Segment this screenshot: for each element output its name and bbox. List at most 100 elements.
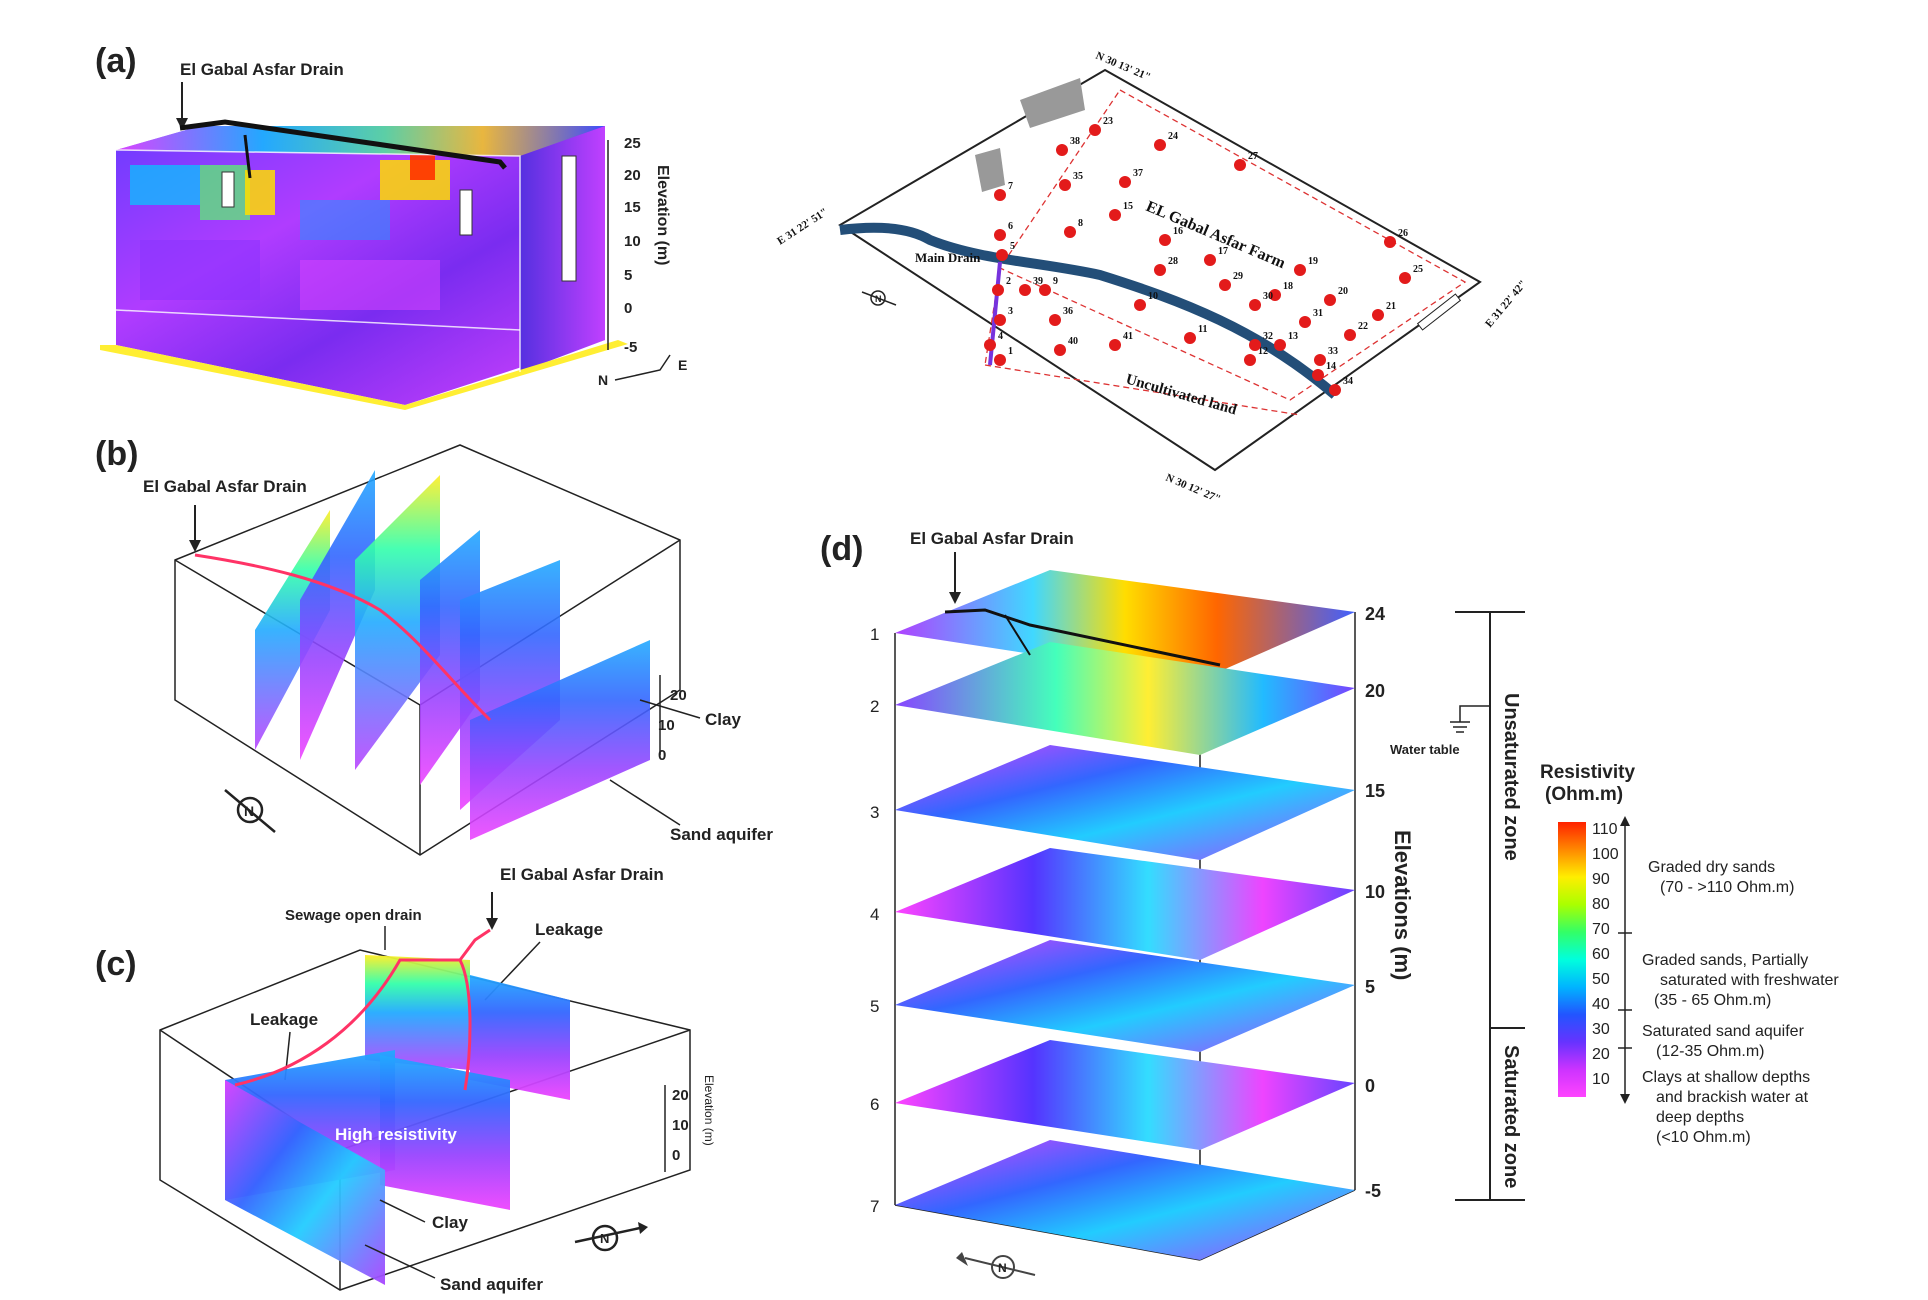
elev-tick: 10: [624, 233, 641, 250]
slice-numbers: 1 2 3 4 5 6 7: [870, 625, 879, 1216]
panel-d: (d) El Gabal Asfar Drain 1 2 3 4 5 6 7: [820, 529, 1525, 1279]
elev-tick: 5: [1365, 977, 1375, 997]
legend-tick: 30: [1592, 1021, 1610, 1038]
panel-b-box: [174, 444, 681, 856]
legend-class-line: Saturated sand aquifer: [1642, 1023, 1805, 1040]
elev-tick: 10: [672, 1117, 689, 1134]
survey-site-label: 10: [1148, 291, 1158, 302]
elev-tick: 0: [1365, 1076, 1375, 1096]
survey-site-label: 4: [998, 331, 1003, 342]
map-survey-sites: 1234567891011121314151617181920212223242…: [984, 116, 1423, 396]
panel-b-clay-label: Clay: [705, 710, 741, 729]
depth-slice-3: [895, 745, 1355, 860]
survey-site-label: 3: [1008, 306, 1013, 317]
resistivity-slice: [470, 640, 650, 840]
slice-number: 7: [870, 1197, 879, 1216]
anomaly-patch: [410, 155, 435, 180]
slice-number: 1: [870, 625, 879, 644]
map-building: [975, 148, 1005, 192]
depth-slice-6: [895, 1040, 1355, 1150]
high-resistivity-label: High resistivity: [335, 1125, 457, 1144]
survey-site-label: 41: [1123, 331, 1133, 342]
panel-c-north-icon: [574, 1226, 641, 1244]
legend-class-line: (<10 Ohm.m): [1656, 1129, 1751, 1146]
panel-b-sand-label: Sand aquifer: [670, 825, 773, 844]
legend-class-line: (70 - >110 Ohm.m): [1660, 879, 1794, 896]
panel-a-label: (a): [95, 42, 137, 80]
leakage-label-1: Leakage: [535, 920, 603, 939]
legend-tick: 70: [1592, 921, 1610, 938]
slice-number: 3: [870, 803, 879, 822]
resistivity-slice: [255, 510, 330, 750]
panel-a-east: E: [678, 357, 687, 373]
resistivity-slice: [365, 955, 470, 1070]
survey-site-label: 33: [1328, 346, 1338, 357]
panel-d-elev-axis-label: Elevations (m): [1390, 830, 1415, 980]
survey-site-dot: [1109, 339, 1121, 351]
panel-b-north-icon: [236, 796, 264, 824]
panel-d-elev-ticks: 24 20 15 10 5 0 -5: [1365, 604, 1385, 1201]
survey-site-dot: [1109, 209, 1121, 221]
survey-site-label: 39: [1033, 276, 1043, 287]
panel-a-north: N: [598, 372, 608, 388]
panel-a-drain-line: [179, 119, 507, 170]
legend-class-line: deep depths: [1656, 1109, 1744, 1126]
elev-tick: 20: [624, 167, 641, 184]
drain-arrowhead-b: [189, 540, 201, 552]
legend-classes: Graded dry sands (70 - >110 Ohm.m) Grade…: [1642, 859, 1839, 1146]
survey-site-label: 25: [1413, 264, 1423, 275]
anomaly-patch: [140, 240, 260, 300]
legend-class-line: Clays at shallow depths: [1642, 1069, 1810, 1086]
survey-site-dot: [1329, 384, 1341, 396]
survey-site-dot: [1019, 284, 1031, 296]
survey-site-label: 35: [1073, 171, 1083, 182]
survey-site-label: 24: [1168, 131, 1178, 142]
slice-number: 4: [870, 905, 879, 924]
elev-tick: 20: [672, 1087, 689, 1104]
survey-site-dot: [994, 354, 1006, 366]
survey-site-label: 6: [1008, 221, 1013, 232]
elev-tick: 20: [1365, 681, 1385, 701]
survey-site-dot: [1184, 332, 1196, 344]
panel-c-north-arrowhead: [638, 1222, 648, 1234]
legend-color-bar: [1558, 822, 1586, 1097]
elev-tick: -5: [1365, 1181, 1381, 1201]
panel-c-drain-line: [234, 958, 472, 1091]
panel-d-north-arrowhead: [956, 1252, 968, 1266]
panel-b-label: (b): [95, 435, 138, 473]
survey-site-label: 5: [1010, 241, 1015, 252]
drain-label-a: El Gabal Asfar Drain: [180, 60, 344, 79]
panel-a-elev-ticks: 25 20 15 10 5 0 -5: [624, 135, 641, 356]
legend-tick: 90: [1592, 871, 1610, 888]
panel-c-clay-label: Clay: [432, 1213, 468, 1232]
legend-class-line: and brackish water at: [1656, 1089, 1809, 1106]
depth-slice-7: [895, 1140, 1355, 1260]
map-coord-left: E 31 22' 51": [775, 206, 830, 248]
borehole: [459, 189, 473, 236]
callout-line: [609, 779, 681, 826]
legend-range-arrow-down: [1620, 1094, 1630, 1104]
survey-site-label: 1: [1008, 346, 1013, 357]
survey-site-dot: [1344, 329, 1356, 341]
survey-site-label: 34: [1343, 376, 1353, 387]
panel-b-drain-line: [194, 553, 492, 722]
survey-site-label: 22: [1358, 321, 1368, 332]
elev-tick: 15: [624, 199, 641, 216]
panel-a-ne-indicator: [614, 354, 671, 381]
survey-site-dot: [1154, 139, 1166, 151]
drain-label-b: El Gabal Asfar Drain: [143, 477, 307, 496]
survey-site-dot: [994, 229, 1006, 241]
panel-d-north-label: N: [998, 1261, 1007, 1275]
panel-a-elev-axis-label: Elevation (m): [654, 165, 671, 265]
legend-tick: 100: [1592, 846, 1619, 863]
survey-site-label: 31: [1313, 308, 1323, 319]
legend-class-line: Graded sands, Partially: [1642, 952, 1808, 969]
survey-site-dot: [1059, 179, 1071, 191]
survey-site-label: 20: [1338, 286, 1348, 297]
survey-site-dot: [1249, 299, 1261, 311]
legend-unit: (Ohm.m): [1545, 784, 1623, 805]
survey-site-dot: [1274, 339, 1286, 351]
callout-line: [639, 699, 701, 719]
panel-c-north-label: N: [600, 1231, 609, 1246]
